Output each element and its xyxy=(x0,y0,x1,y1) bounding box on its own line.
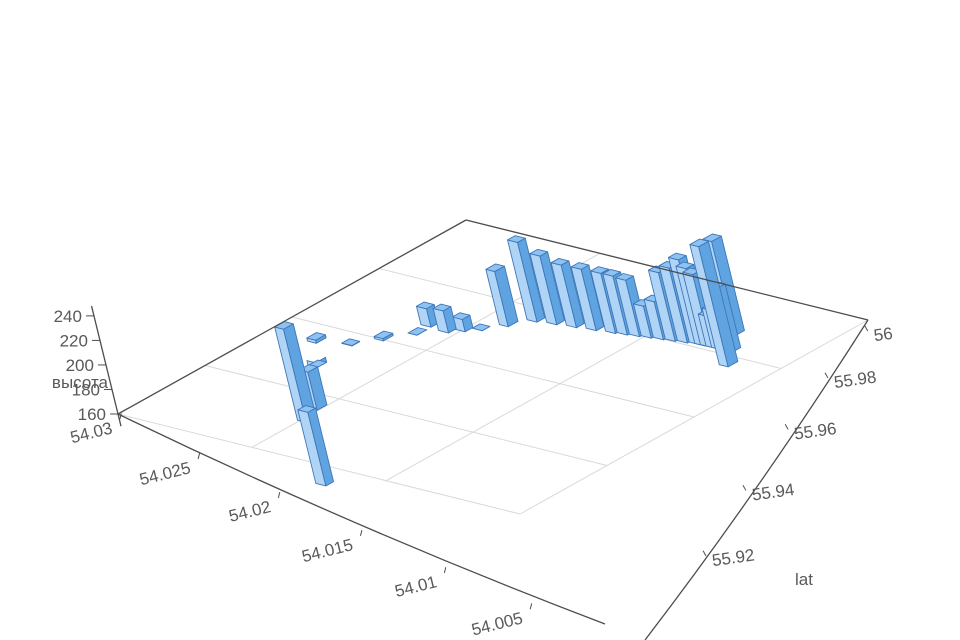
svg-text:240: 240 xyxy=(54,307,82,326)
svg-text:56: 56 xyxy=(873,324,894,345)
svg-text:160: 160 xyxy=(78,405,106,424)
svg-text:высота: высота xyxy=(52,373,109,392)
svg-text:lat: lat xyxy=(795,570,813,589)
svg-text:220: 220 xyxy=(60,331,88,350)
